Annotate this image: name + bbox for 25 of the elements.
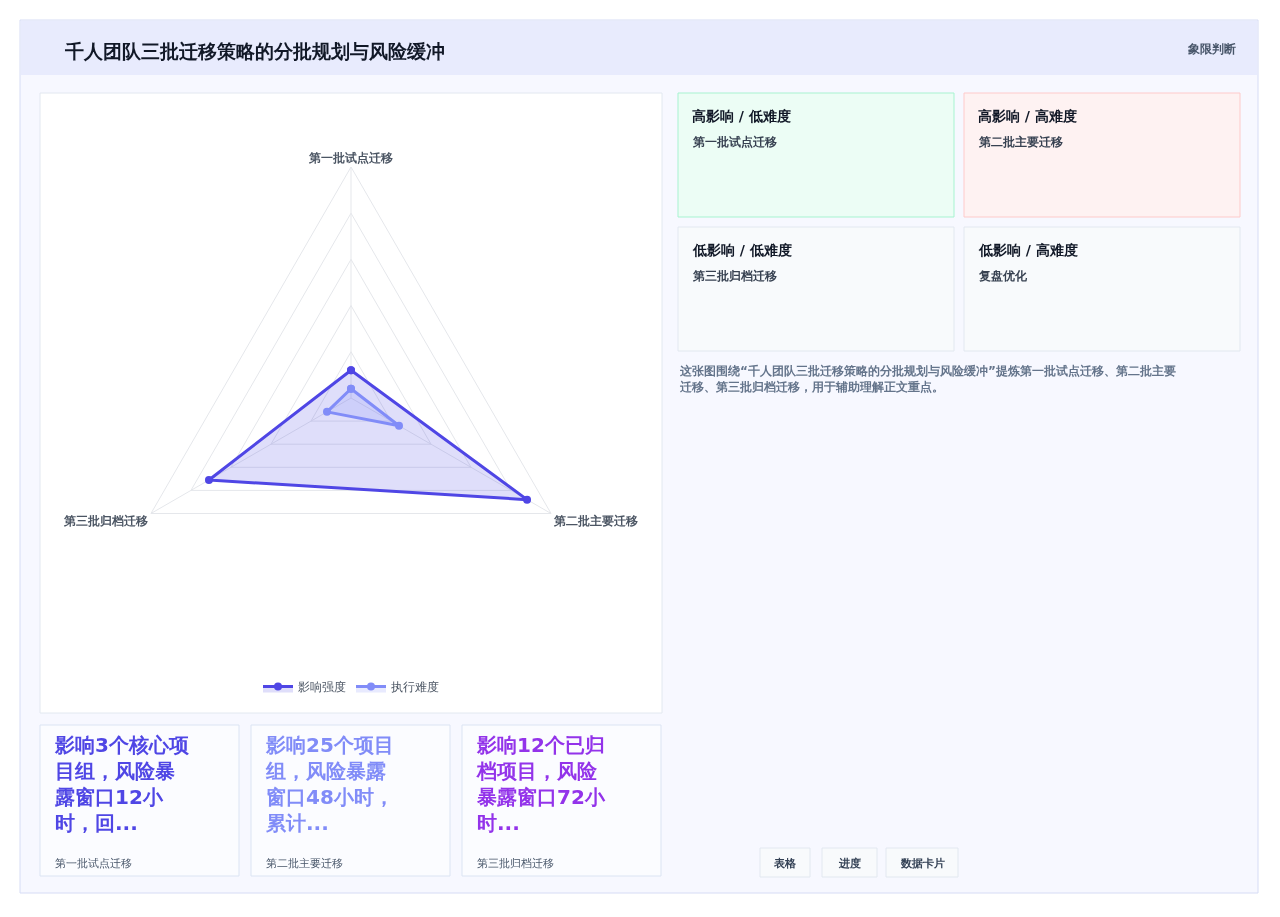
text: 高影响 / 高难度 <box>978 108 1077 124</box>
text: 第二批主要迁移 <box>978 135 1063 149</box>
spoke-label: 第二批主要迁移 <box>552 513 638 528</box>
text: 第三批归档迁移 <box>692 269 777 283</box>
text: 象限判断 <box>1187 42 1236 56</box>
text: 影响25个项目组，风险暴露窗口48小时，累计... <box>265 733 394 835</box>
text: 第一批试点迁移 <box>55 857 132 870</box>
legend-label: 影响强度 <box>298 680 346 695</box>
text: 表格 <box>773 857 797 870</box>
spoke-label: 第三批归档迁移 <box>63 513 149 528</box>
text: 高影响 / 低难度 <box>692 108 791 124</box>
text: 进度 <box>838 857 861 870</box>
text: 这张图围绕“千人团队三批迁移策略的分批规划与风险缓冲”提炼第一批试点迁移、第二批主要迁移、第三批归档迁移，用于辅助理解正文重点。 <box>679 364 1176 394</box>
text: 影响3个核心项目组，风险暴露窗口12小时，回... <box>54 733 189 835</box>
text: 低影响 / 高难度 <box>978 242 1078 258</box>
text: 第二批主要迁移 <box>266 857 343 870</box>
spoke-label: 第一批试点迁移 <box>308 150 393 165</box>
chart-title: 千人团队三批迁移策略的分批规划与风险缓冲 <box>64 40 445 62</box>
text: 第三批归档迁移 <box>477 857 554 870</box>
text: 数据卡片 <box>900 857 945 870</box>
text: 第一批试点迁移 <box>692 135 777 149</box>
legend-label: 执行难度 <box>391 680 439 695</box>
text: 影响12个已归档项目，风险暴露窗口72小时... <box>476 733 606 835</box>
text: 低影响 / 低难度 <box>692 242 792 258</box>
text: 复盘优化 <box>978 269 1028 283</box>
